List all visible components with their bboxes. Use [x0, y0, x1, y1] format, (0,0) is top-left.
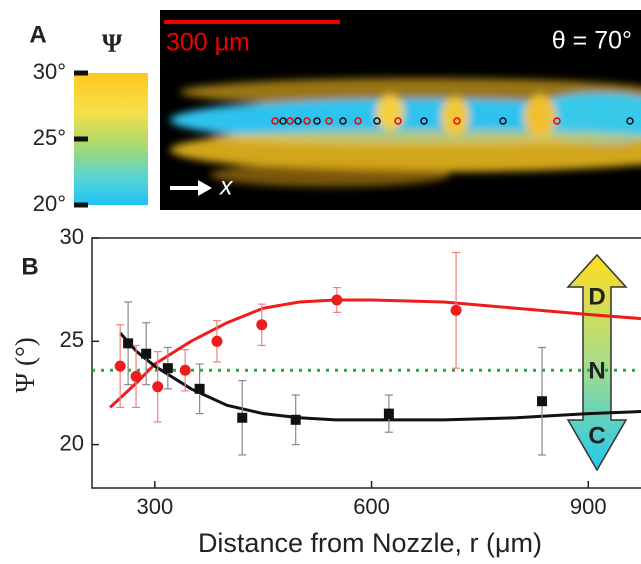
panel-label: A [29, 21, 46, 48]
data-point [152, 381, 164, 393]
colorbar-tick-label: 20° [33, 191, 66, 216]
double-arrow [566, 253, 628, 472]
data-point [450, 304, 462, 316]
angle-label: θ = 70° [552, 27, 632, 55]
data-point [256, 319, 268, 331]
data-point [123, 338, 134, 349]
micrograph [160, 10, 641, 210]
x-tick-label: 300 [136, 494, 173, 519]
arrow-label: N [588, 357, 605, 384]
y-tick-label: 20 [60, 430, 84, 455]
x-tick-label: 600 [353, 494, 390, 519]
scale-bar-label: 300 μm [166, 29, 250, 57]
colorbar-tick-label: 25° [33, 125, 66, 150]
x-tick-label: 900 [570, 494, 607, 519]
arrow-label: C [588, 422, 605, 449]
data-point [179, 364, 191, 376]
data-point [114, 360, 126, 372]
panel-label: B [21, 253, 38, 280]
data-point [383, 408, 394, 419]
fit-line [119, 332, 641, 422]
plot-frame [91, 237, 641, 489]
data-point [162, 363, 173, 374]
data-point [237, 412, 248, 423]
data-point [194, 383, 205, 394]
data-point [130, 370, 142, 382]
y-axis-label: Ψ (°) [10, 337, 40, 392]
data-point [331, 294, 343, 306]
data-point [290, 414, 301, 425]
colorbar-tick-label: 30° [33, 59, 66, 84]
colorbar-title: Ψ [102, 29, 123, 58]
arrow-label: D [588, 283, 605, 310]
data-point [211, 335, 223, 347]
y-tick-label: 30 [60, 224, 84, 249]
axis-arrow-label: x [219, 173, 234, 201]
data-point [537, 396, 548, 407]
fit-line [109, 298, 641, 409]
x-axis-label: Distance from Nozzle, r (μm) [198, 528, 542, 558]
y-tick-label: 25 [60, 327, 84, 352]
data-point [141, 348, 152, 359]
